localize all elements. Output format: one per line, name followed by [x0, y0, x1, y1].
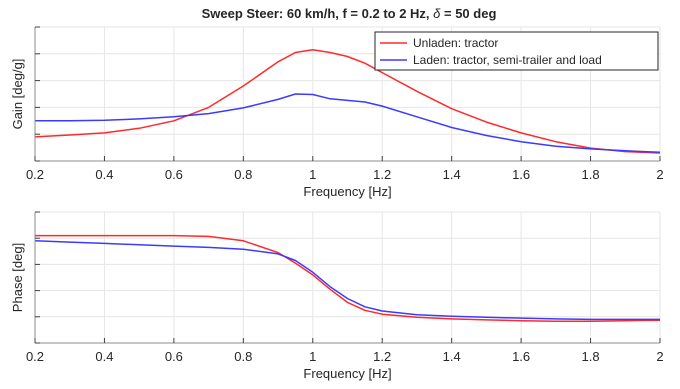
x-tick-label: 0.2	[26, 167, 44, 182]
title-text: Sweep Steer: 60 km/h, f = 0.2 to 2 Hz,	[202, 6, 434, 21]
x-tick-label: 1.2	[373, 167, 391, 182]
legend-entry: Unladen: tractor	[413, 36, 498, 50]
x-tick-label: 1	[309, 167, 316, 182]
x-tick-label: 1.2	[373, 349, 391, 364]
gain-panel: 0.2 0.4 0.6 0.8 1 1.2 1.4 1.6 1.8 2 Frequency [Hz]…	[10, 26, 664, 199]
phase-panel: 0.2 0.4 0.6 0.8 1 1.2 1.4 1.6 1.8 2 Frequency [Hz]…	[10, 211, 664, 381]
x-tick-label: 0.2	[26, 349, 44, 364]
x-tick-label: 0.4	[95, 167, 113, 182]
y-axis-label: Gain [deg/g]	[10, 59, 25, 130]
x-axis-label: Frequency [Hz]	[303, 184, 391, 199]
x-tick-label: 1.8	[582, 167, 600, 182]
x-tick-label: 0.6	[165, 167, 183, 182]
x-tick-label: 2	[656, 167, 663, 182]
x-tick-label: 1.6	[512, 349, 530, 364]
x-tick-label: 1.4	[443, 167, 461, 182]
y-axis-label: Phase [deg]	[10, 243, 25, 312]
series-line	[35, 93, 661, 153]
series-line	[34, 49, 661, 154]
x-tick-label: 1	[309, 349, 316, 364]
x-tick-label: 1.6	[512, 167, 530, 182]
figure-title: Sweep Steer: 60 km/h, f = 0.2 to 2 Hz, δ…	[202, 6, 497, 21]
title-delta: δ	[433, 6, 441, 21]
x-tick-label: 1.8	[582, 349, 600, 364]
x-tick-label: 1.4	[443, 349, 461, 364]
x-tick-label: 0.6	[165, 349, 183, 364]
x-tick-label: 0.8	[234, 167, 252, 182]
series-line	[34, 240, 660, 321]
plot-area	[35, 212, 660, 343]
series-line	[35, 234, 661, 323]
title-tail: = 50 deg	[440, 6, 496, 21]
x-tick-label: 2	[656, 349, 663, 364]
legend-entry: Laden: tractor, semi-trailer and load	[413, 53, 602, 67]
x-tick-label: 0.8	[234, 349, 252, 364]
legend-box	[374, 31, 659, 71]
x-tick-label: 0.4	[95, 349, 113, 364]
x-axis-label: Frequency [Hz]	[303, 366, 391, 381]
